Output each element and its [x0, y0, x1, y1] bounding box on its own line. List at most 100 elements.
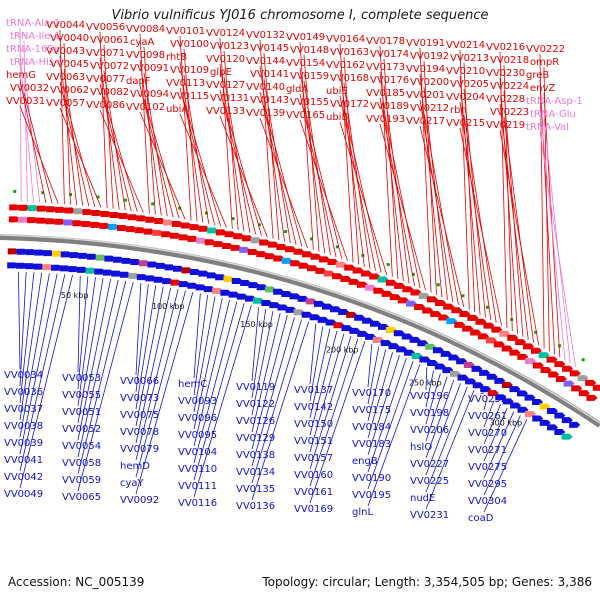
forward-gene-arrow: [332, 273, 344, 280]
reverse-gene-label: VV0066: [120, 376, 159, 387]
scale-label: 150 kbp: [240, 320, 273, 329]
reverse-leader-line: [19, 274, 73, 489]
reverse-gene-label: VV0151: [294, 436, 333, 447]
reverse-gene-label: VV0136: [236, 501, 275, 512]
reverse-gene-label: VV0034: [4, 370, 43, 381]
forward-gene-arrow: [221, 242, 233, 249]
reverse-leader-line: [367, 355, 400, 456]
reverse-leader-line: [135, 286, 164, 427]
forward-gene-arrow: [45, 218, 57, 225]
forward-gene-arrow: [189, 224, 201, 231]
rna-feature-marker: [178, 206, 182, 210]
rna-feature-marker: [335, 245, 339, 249]
forward-leader-line: [263, 104, 303, 247]
reverse-gene-label: VV0110: [178, 464, 217, 475]
reverse-gene-label: hemD: [120, 461, 150, 472]
forward-gene-label: VV0084: [126, 24, 165, 35]
rna-feature-marker: [581, 358, 585, 362]
forward-leader-line: [299, 93, 337, 258]
forward-gene-label: VV0141: [250, 69, 289, 80]
reverse-gene-arrow: [42, 264, 54, 271]
forward-gene-arrow: [82, 209, 94, 216]
reverse-gene-label: VV0261: [468, 411, 507, 422]
reverse-gene-arrow: [95, 254, 107, 261]
reverse-gene-label: VV0137: [294, 385, 333, 396]
forward-gene-arrow: [360, 270, 372, 277]
forward-leader-line: [459, 75, 481, 315]
forward-gene-label: VV0200: [410, 77, 449, 88]
forward-gene-arrow: [267, 241, 279, 248]
reverse-gene-label: nudE: [410, 493, 435, 504]
reverse-gene-arrow: [111, 270, 123, 277]
forward-leader-line: [303, 106, 343, 259]
reverse-gene-arrow: [60, 251, 72, 258]
reverse-leader-line: [193, 293, 201, 379]
forward-gene-arrow: [45, 206, 57, 213]
reverse-leader-line: [19, 273, 50, 438]
forward-gene-arrow: [213, 241, 225, 248]
reverse-gene-label: VV0039: [4, 438, 43, 449]
forward-gene-arrow: [281, 257, 293, 264]
forward-gene-arrow: [55, 206, 67, 213]
reverse-leader-line: [251, 310, 274, 416]
reverse-gene-arrow: [172, 265, 184, 272]
rna-feature-marker: [461, 294, 465, 298]
forward-gene-arrow: [116, 224, 128, 231]
rna-feature-marker: [151, 202, 155, 206]
forward-gene-label: VV0127: [206, 80, 245, 91]
forward-gene-label: VV0102: [126, 102, 165, 113]
reverse-leader-line: [309, 335, 352, 470]
forward-gene-label: hemG: [6, 70, 36, 81]
rna-feature-marker: [204, 211, 208, 215]
reverse-leader-line: [483, 404, 501, 445]
forward-leader-line: [99, 109, 144, 213]
forward-gene-arrow: [8, 216, 20, 223]
forward-gene-label: VV0133: [206, 106, 245, 117]
forward-gene-arrow: [99, 222, 111, 229]
reverse-gene-arrow: [569, 421, 581, 428]
forward-gene-label: tRNA-His-2: [10, 57, 64, 68]
rna-feature-marker: [558, 344, 562, 348]
forward-gene-label: VV0045: [50, 59, 89, 70]
forward-gene-arrow: [302, 251, 314, 258]
forward-leader-line: [419, 125, 465, 308]
reverse-gene-arrow: [198, 270, 210, 277]
reverse-leader-line: [483, 419, 528, 513]
reverse-gene-label: VV0059: [62, 475, 101, 486]
forward-gene-label: tRNA-Ala-1: [6, 18, 60, 29]
reverse-gene-label: VV0078: [120, 427, 159, 438]
reverse-gene-arrow: [231, 278, 243, 285]
reverse-gene-label: VV0055: [62, 390, 101, 401]
reverse-gene-label: VV0129: [236, 433, 275, 444]
forward-leader-line: [299, 41, 314, 250]
reverse-gene-label: VV0304: [468, 496, 507, 507]
forward-gene-label: VV0191: [406, 38, 445, 49]
forward-leader-line: [419, 99, 454, 303]
forward-leader-line: [59, 81, 90, 207]
rna-feature-marker: [284, 230, 288, 234]
scale-label: 250 kbp: [409, 378, 442, 387]
forward-gene-arrow: [125, 226, 137, 233]
forward-gene-label: VV0032: [10, 83, 49, 94]
reverse-gene-label: VV0271: [468, 445, 507, 456]
forward-gene-label: VV0219: [486, 120, 525, 131]
reverse-leader-line: [135, 289, 179, 461]
forward-gene-arrow: [204, 239, 216, 246]
forward-gene-label: VV0172: [330, 99, 369, 110]
forward-leader-line: [263, 78, 291, 244]
forward-gene-label: VV0140: [246, 82, 285, 93]
reverse-leader-line: [19, 272, 35, 404]
reverse-leader-line: [309, 330, 338, 436]
forward-gene-arrow: [64, 207, 76, 214]
forward-gene-arrow: [233, 233, 245, 240]
reverse-gene-arrow: [16, 262, 28, 269]
forward-gene-label: VV0155: [290, 97, 329, 108]
forward-gene-label: VV0168: [330, 73, 369, 84]
reverse-gene-label: VV0161: [294, 487, 333, 498]
rna-feature-marker: [257, 223, 261, 227]
forward-gene-arrow: [100, 210, 112, 217]
reverse-gene-label: VV0093: [178, 396, 217, 407]
forward-gene-label: VV0201: [406, 90, 445, 101]
forward-gene-label: tRNA-Glu: [530, 109, 576, 120]
forward-gene-arrow: [592, 384, 600, 391]
